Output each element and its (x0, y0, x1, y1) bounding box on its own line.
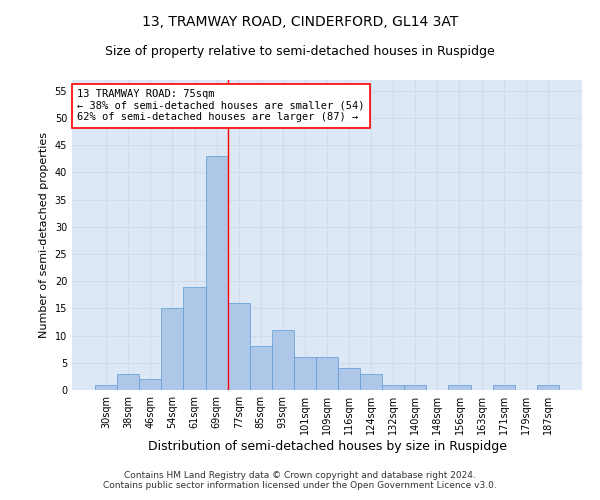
Text: Contains HM Land Registry data © Crown copyright and database right 2024.
Contai: Contains HM Land Registry data © Crown c… (103, 470, 497, 490)
Bar (294, 358, 316, 390)
Bar (206, 156, 227, 390)
Bar (117, 374, 139, 390)
Bar (404, 384, 427, 390)
Bar (360, 374, 382, 390)
Bar (493, 384, 515, 390)
Text: 13 TRAMWAY ROAD: 75sqm
← 38% of semi-detached houses are smaller (54)
62% of sem: 13 TRAMWAY ROAD: 75sqm ← 38% of semi-det… (77, 90, 365, 122)
Bar (338, 368, 360, 390)
Bar (250, 346, 272, 390)
Bar (161, 308, 184, 390)
Bar (537, 384, 559, 390)
Bar (184, 286, 206, 390)
Y-axis label: Number of semi-detached properties: Number of semi-detached properties (39, 132, 49, 338)
Text: 13, TRAMWAY ROAD, CINDERFORD, GL14 3AT: 13, TRAMWAY ROAD, CINDERFORD, GL14 3AT (142, 15, 458, 29)
Bar (227, 303, 250, 390)
Bar (316, 358, 338, 390)
Bar (95, 384, 117, 390)
Bar (448, 384, 470, 390)
Text: Size of property relative to semi-detached houses in Ruspidge: Size of property relative to semi-detach… (105, 45, 495, 58)
Bar (139, 379, 161, 390)
X-axis label: Distribution of semi-detached houses by size in Ruspidge: Distribution of semi-detached houses by … (148, 440, 506, 452)
Bar (272, 330, 294, 390)
Bar (382, 384, 404, 390)
